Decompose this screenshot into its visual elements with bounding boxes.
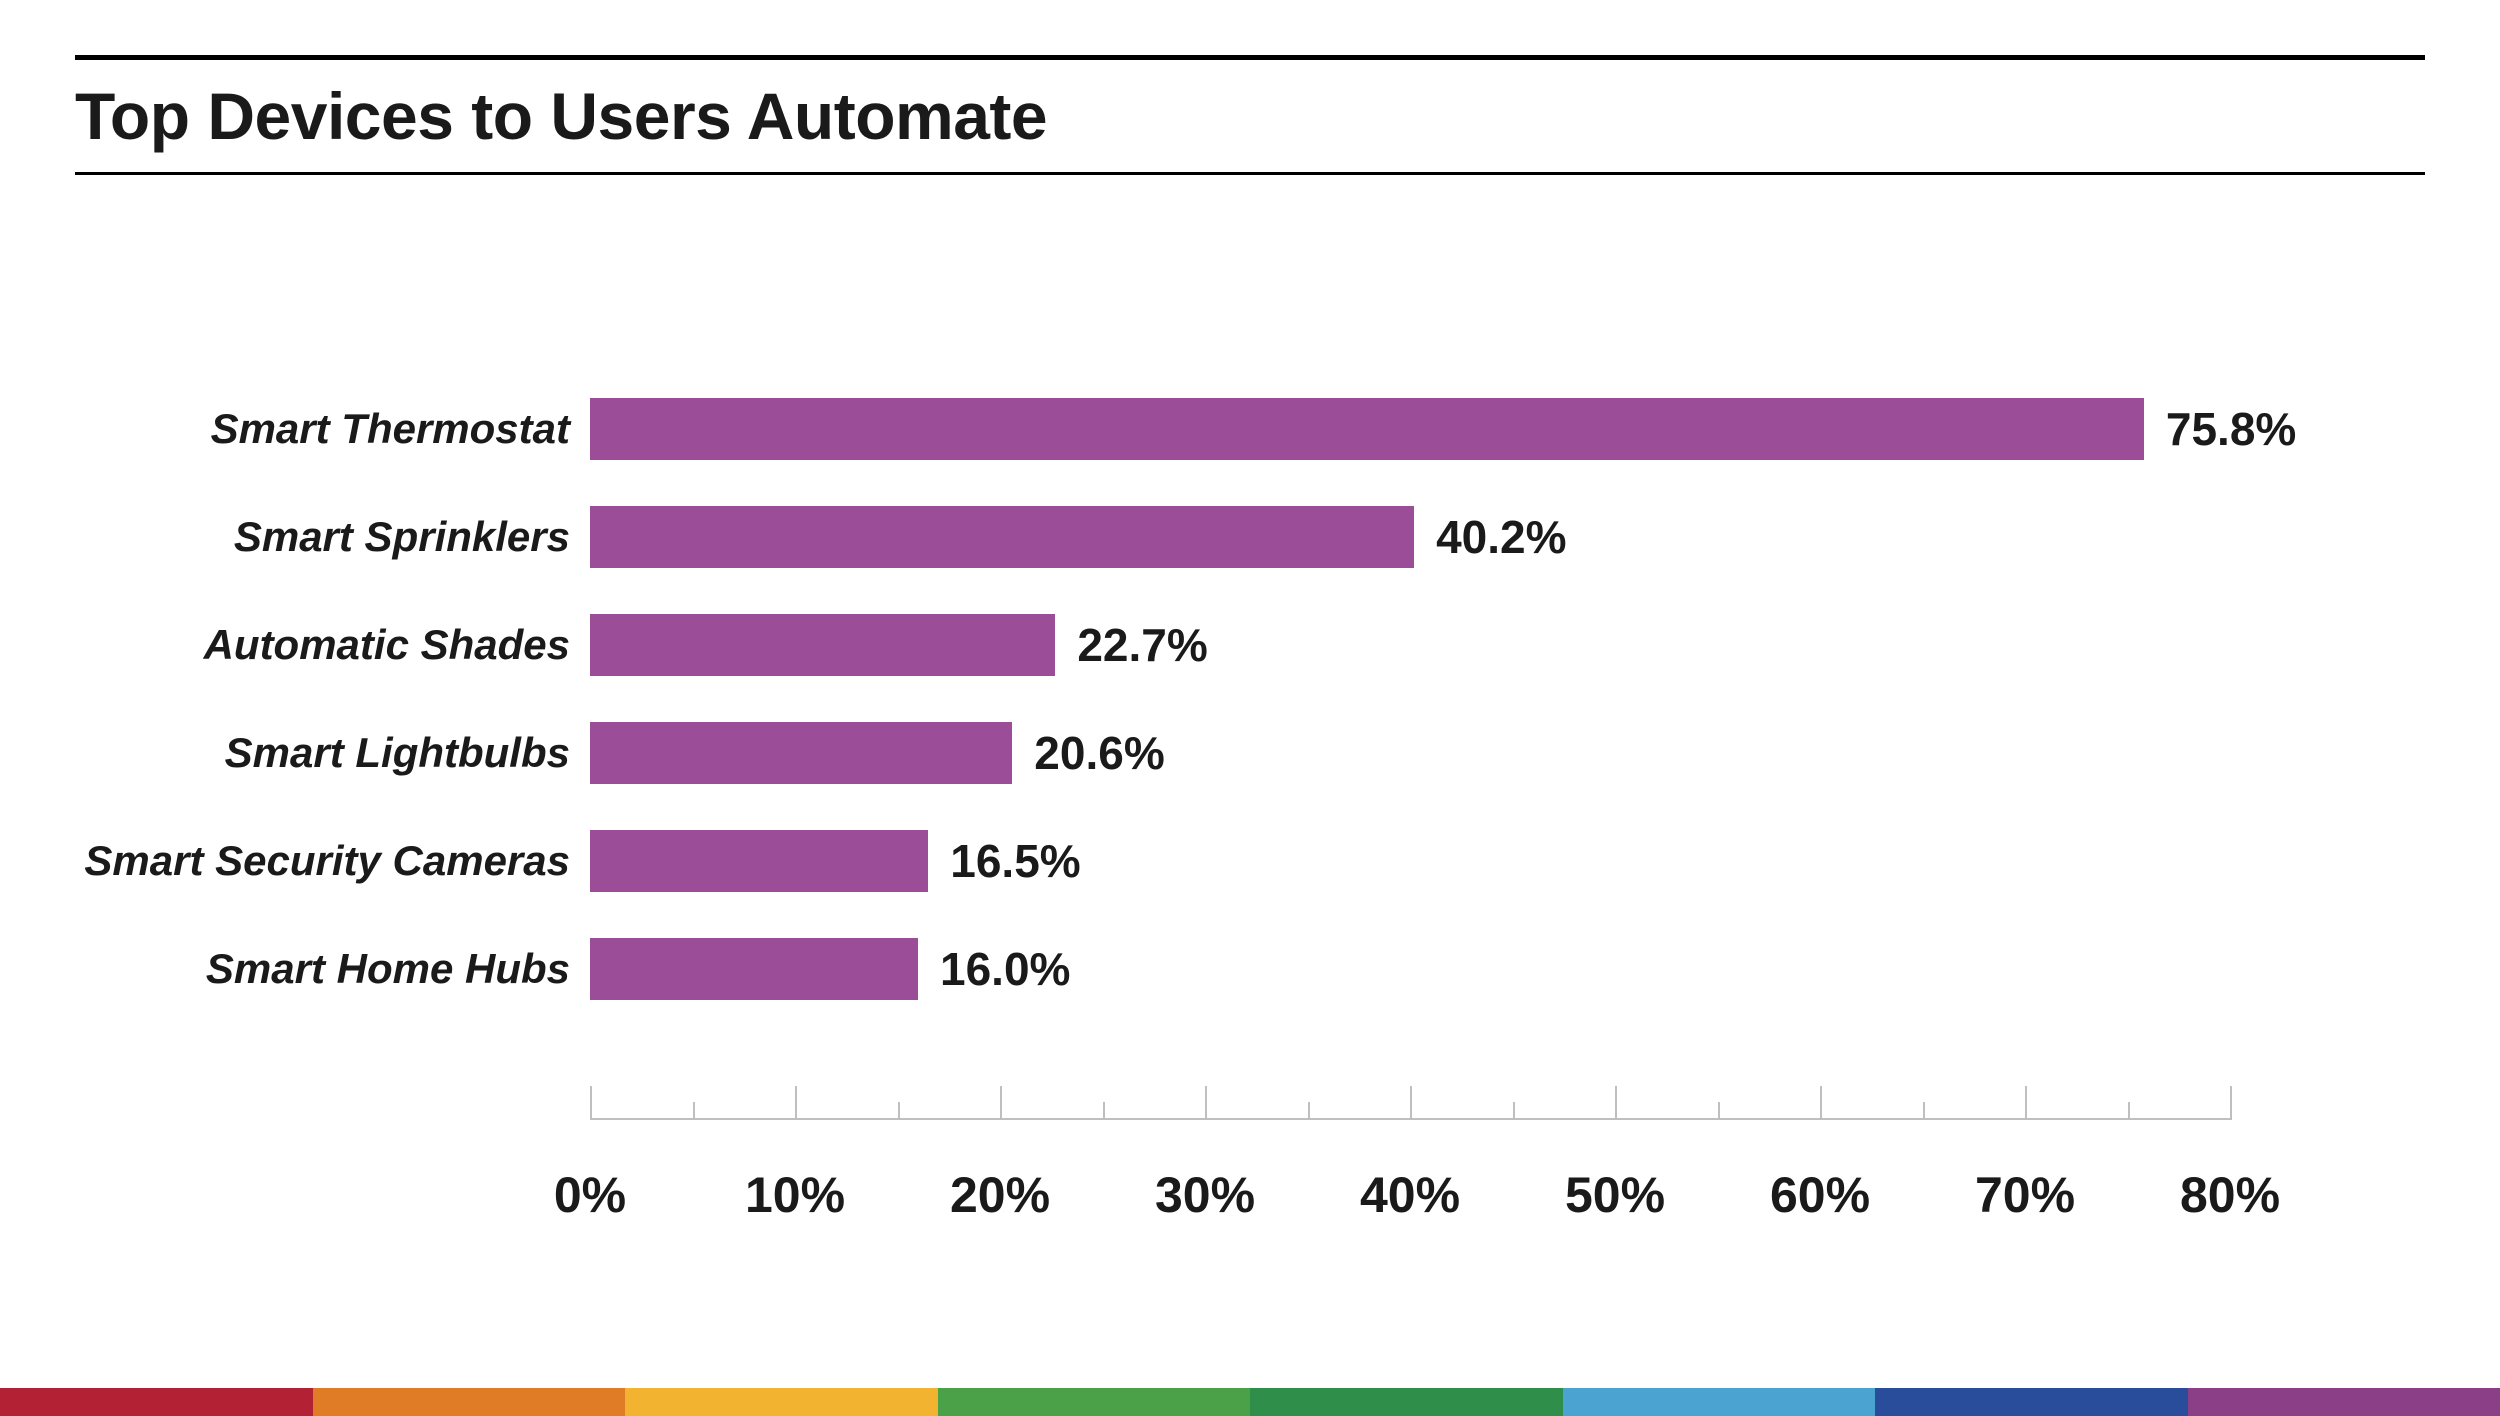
- bar-value-label: 40.2%: [1436, 510, 1566, 564]
- bar-row: 40.2%: [590, 506, 2230, 568]
- x-tick-minor: [693, 1102, 695, 1120]
- category-label: Smart Sprinklers: [234, 513, 570, 561]
- x-tick-label: 80%: [2180, 1166, 2280, 1224]
- bar-value-label: 16.0%: [940, 942, 1070, 996]
- category-label: Smart Home Hubs: [206, 945, 570, 993]
- x-tick-label: 70%: [1975, 1166, 2075, 1224]
- category-label: Automatic Shades: [204, 621, 570, 669]
- plot-area: 0%10%20%30%40%50%60%70%80%75.8%40.2%22.7…: [590, 370, 2230, 1120]
- x-tick-label: 30%: [1155, 1166, 1255, 1224]
- x-tick-minor: [898, 1102, 900, 1120]
- x-tick-label: 50%: [1565, 1166, 1665, 1224]
- category-label: Smart Lightbulbs: [225, 729, 570, 777]
- footer-stripe-segment: [313, 1388, 626, 1416]
- x-tick-minor: [1718, 1102, 1720, 1120]
- x-tick-label: 20%: [950, 1166, 1050, 1224]
- footer-stripe-segment: [1563, 1388, 1876, 1416]
- bar: [590, 398, 2144, 460]
- chart-area: 0%10%20%30%40%50%60%70%80%75.8%40.2%22.7…: [590, 370, 2230, 1120]
- footer-stripe-segment: [625, 1388, 938, 1416]
- footer-stripe-segment: [938, 1388, 1251, 1416]
- x-tick-label: 0%: [554, 1166, 626, 1224]
- bar: [590, 938, 918, 1000]
- x-tick-major: [1820, 1086, 1822, 1120]
- bar-value-label: 20.6%: [1034, 726, 1164, 780]
- category-label: Smart Thermostat: [211, 405, 570, 453]
- bar: [590, 830, 928, 892]
- x-tick-minor: [1308, 1102, 1310, 1120]
- x-tick-label: 60%: [1770, 1166, 1870, 1224]
- x-tick-major: [2025, 1086, 2027, 1120]
- footer-color-stripe: [0, 1388, 2500, 1416]
- chart-title: Top Devices to Users Automate: [75, 60, 2425, 172]
- x-tick-label: 40%: [1360, 1166, 1460, 1224]
- bar-value-label: 16.5%: [950, 834, 1080, 888]
- x-tick-minor: [2128, 1102, 2130, 1120]
- bar-value-label: 75.8%: [2166, 402, 2296, 456]
- x-tick-major: [1205, 1086, 1207, 1120]
- bar-row: 22.7%: [590, 614, 2230, 676]
- footer-stripe-segment: [0, 1388, 313, 1416]
- slide: Top Devices to Users Automate 0% 10% 20% 30…: [0, 0, 2500, 1416]
- title-block: Top Devices to Users Automate: [75, 55, 2425, 175]
- bar-row: 16.0%: [590, 938, 2230, 1000]
- bar: [590, 614, 1055, 676]
- x-tick-minor: [1513, 1102, 1515, 1120]
- x-tick-major: [590, 1086, 592, 1120]
- x-tick-major: [1000, 1086, 1002, 1120]
- bar: [590, 722, 1012, 784]
- bar: [590, 506, 1414, 568]
- x-tick-label: 10%: [745, 1166, 845, 1224]
- title-rule-bottom: [75, 172, 2425, 175]
- bar-value-label: 22.7%: [1077, 618, 1207, 672]
- x-tick-major: [795, 1086, 797, 1120]
- x-tick-minor: [1923, 1102, 1925, 1120]
- x-tick-major: [1615, 1086, 1617, 1120]
- footer-stripe-segment: [2188, 1388, 2500, 1416]
- x-tick-minor: [1103, 1102, 1105, 1120]
- footer-stripe-segment: [1875, 1388, 2188, 1416]
- bar-row: 20.6%: [590, 722, 2230, 784]
- x-tick-major: [2230, 1086, 2232, 1120]
- x-tick-major: [1410, 1086, 1412, 1120]
- category-label: Smart Security Cameras: [84, 837, 570, 885]
- footer-stripe-segment: [1250, 1388, 1563, 1416]
- bar-row: 16.5%: [590, 830, 2230, 892]
- bar-row: 75.8%: [590, 398, 2230, 460]
